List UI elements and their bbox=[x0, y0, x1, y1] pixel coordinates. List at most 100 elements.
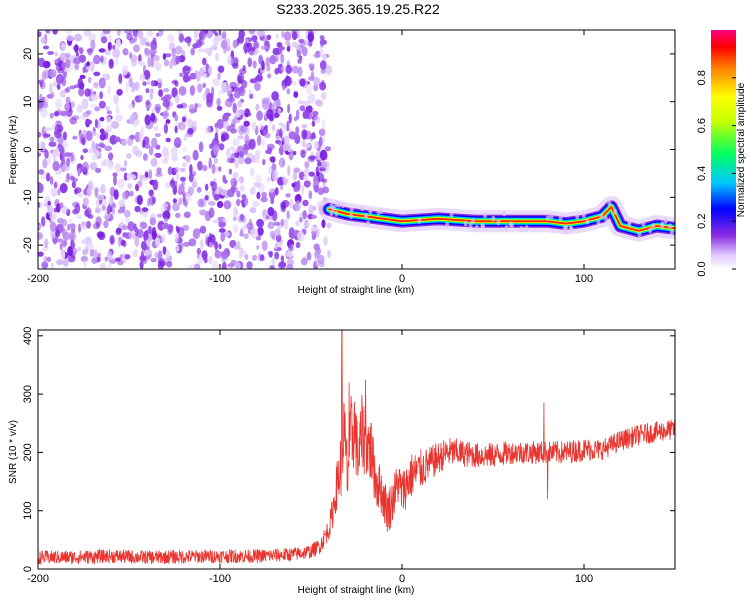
spectrogram-noise-speck bbox=[76, 104, 83, 113]
spectrogram-noise-speck bbox=[62, 259, 69, 267]
spectrogram-ridge-speck bbox=[468, 222, 473, 229]
spectrogram-noise-speck bbox=[183, 241, 190, 247]
spectrogram-noise-speck bbox=[88, 148, 94, 154]
spectrogram-ridge-speck bbox=[379, 208, 384, 215]
spectrogram-noise-speck bbox=[319, 60, 327, 70]
spectrogram-noise-speck bbox=[261, 240, 268, 252]
spectrogram-noise-speck bbox=[132, 249, 137, 258]
spectrogram-noise-speck bbox=[85, 119, 92, 125]
spectrogram-noise-speck bbox=[182, 74, 190, 83]
spectrogram-noise-speck bbox=[111, 206, 116, 216]
spectrogram-noise-speck bbox=[243, 145, 248, 155]
spectrogram-noise-speck bbox=[67, 254, 76, 263]
spectrogram-noise-speck bbox=[124, 254, 131, 260]
spectrogram-noise-speck bbox=[172, 202, 180, 212]
spectrogram-noise-speck bbox=[93, 81, 99, 89]
spectrogram-ridge-speck bbox=[349, 206, 354, 213]
spectrogram-noise-speck bbox=[59, 90, 66, 98]
spectrogram-noise-speck bbox=[324, 146, 331, 152]
spectrogram-noise-speck bbox=[116, 88, 123, 96]
spectrogram-noise-speck bbox=[232, 171, 239, 179]
spectrogram-noise-speck bbox=[174, 167, 180, 174]
spectrogram-noise-speck bbox=[49, 136, 55, 142]
spectrogram-noise-speck bbox=[214, 35, 221, 41]
spectrogram-noise-speck bbox=[156, 32, 160, 37]
spectrogram-noise-speck bbox=[170, 147, 178, 158]
spectrogram-noise-speck bbox=[314, 249, 319, 260]
spectrogram-noise-speck bbox=[322, 186, 330, 194]
spectrogram-noise-speck bbox=[253, 49, 259, 56]
spectrogram-noise-speck bbox=[148, 169, 153, 180]
spectrogram-noise-speck bbox=[319, 35, 325, 41]
spectrogram-noise-speck bbox=[181, 162, 187, 168]
spectrogram-noise-speck bbox=[248, 89, 252, 95]
spectrogram-noise-speck bbox=[142, 139, 146, 148]
spectrogram-noise-speck bbox=[74, 33, 82, 42]
spectrogram-noise-speck bbox=[275, 234, 282, 243]
spectrogram-noise-speck bbox=[98, 77, 106, 89]
spectrogram-noise-speck bbox=[239, 150, 244, 158]
spectrogram-noise-speck bbox=[54, 123, 61, 135]
spectrogram-noise-speck bbox=[150, 56, 155, 68]
spectrogram-noise-speck bbox=[288, 113, 292, 124]
spectrogram-ridge-speck bbox=[504, 224, 509, 231]
spectrogram-noise-speck bbox=[98, 100, 106, 109]
spectrogram-noise-speck bbox=[150, 115, 158, 124]
spectrogram-noise-speck bbox=[144, 50, 151, 56]
spectrogram-noise-speck bbox=[215, 52, 220, 62]
spectrogram-noise-speck bbox=[194, 31, 198, 43]
spectrogram-noise-speck bbox=[53, 182, 58, 190]
spectrogram-ridge-speck bbox=[502, 210, 507, 217]
spectrogram-noise-speck bbox=[145, 99, 151, 106]
spectrogram-noise-speck bbox=[53, 111, 60, 117]
spectrogram-noise-speck bbox=[298, 66, 303, 78]
spectrogram-noise-speck bbox=[150, 258, 157, 263]
spectrogram-ridge-speck bbox=[648, 227, 653, 234]
spectrogram-noise-speck bbox=[220, 134, 226, 142]
spectrogram-noise-speck bbox=[285, 193, 291, 198]
spectrogram-noise-speck bbox=[41, 216, 46, 227]
spectrogram-noise-speck bbox=[124, 160, 128, 168]
spectrogram-noise-speck bbox=[170, 183, 176, 189]
spectrogram-noise-speck bbox=[289, 198, 294, 209]
spectrogram-noise-speck bbox=[207, 201, 216, 206]
spectrogram-noise-speck bbox=[235, 198, 241, 207]
spectrogram-noise-speck bbox=[118, 73, 123, 84]
spectrogram-noise-speck bbox=[244, 197, 249, 206]
spectrogram-ridge-speck bbox=[669, 229, 674, 236]
spectrogram-noise-speck bbox=[325, 65, 333, 76]
spectrogram-noise-speck bbox=[281, 85, 286, 91]
spectrogram-noise-speck bbox=[116, 227, 122, 234]
spectrogram-noise-speck bbox=[174, 94, 180, 104]
spectrogram-noise-speck bbox=[239, 68, 247, 75]
spectrogram-noise-speck bbox=[249, 93, 254, 100]
spectrogram-noise-speck bbox=[77, 168, 81, 177]
spectrogram-noise-speck bbox=[47, 200, 51, 206]
spectrogram-noise-speck bbox=[82, 197, 89, 206]
spectrogram-noise-speck bbox=[176, 104, 184, 109]
spectrogram-noise-speck bbox=[158, 31, 163, 37]
spectrogram-noise-speck bbox=[79, 74, 86, 80]
spectrogram-noise-speck bbox=[260, 196, 268, 203]
spectrogram-noise-speck bbox=[284, 76, 292, 87]
spectrogram-noise-speck bbox=[246, 261, 253, 269]
spectrogram-noise-speck bbox=[232, 216, 237, 222]
spectrogram-ridge-speck bbox=[660, 221, 665, 228]
spectrogram-noise-speck bbox=[229, 93, 234, 99]
spectrogram-x-tick-label: -200 bbox=[27, 273, 49, 285]
snr-y-tick-label: 300 bbox=[22, 385, 34, 403]
spectrogram-noise-speck bbox=[256, 135, 262, 146]
spectrogram-noise-speck bbox=[308, 190, 313, 200]
spectrogram-noise-speck bbox=[42, 45, 50, 50]
spectrogram-noise-speck bbox=[271, 170, 278, 182]
spectrogram-noise-speck bbox=[303, 175, 309, 181]
spectrogram-noise-speck bbox=[56, 83, 61, 90]
spectrogram-noise-speck bbox=[163, 224, 172, 230]
spectrogram-noise-speck bbox=[227, 97, 236, 103]
spectrogram-noise-speck bbox=[202, 57, 207, 66]
spectrogram-noise-speck bbox=[106, 110, 113, 115]
spectrogram-noise-speck bbox=[302, 199, 309, 207]
spectrogram-noise-speck bbox=[275, 135, 281, 140]
spectrogram-noise-speck bbox=[232, 224, 239, 233]
